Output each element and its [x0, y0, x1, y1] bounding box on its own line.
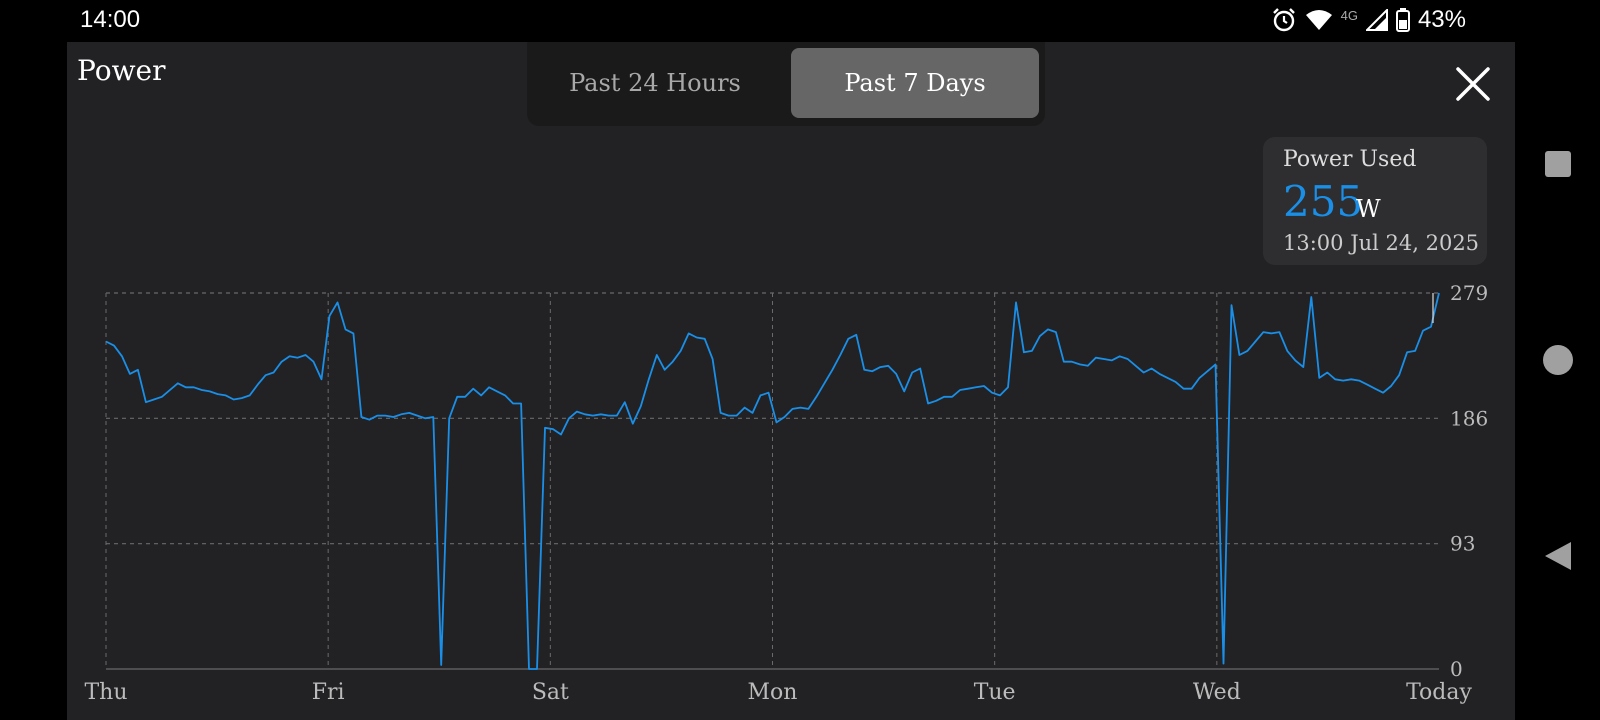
x-tick-label: Thu	[84, 680, 127, 705]
tooltip-timestamp: 13:00 Jul 24, 2025	[1283, 231, 1480, 255]
status-time: 14:00	[80, 6, 141, 33]
range-tabs: Past 24 Hours Past 7 Days	[527, 42, 1045, 126]
navigation-bar	[1515, 0, 1600, 720]
wifi-icon	[1305, 10, 1332, 30]
tooltip-label: Power Used	[1283, 147, 1417, 172]
panel-title: Power	[77, 54, 166, 87]
home-icon[interactable]	[1542, 344, 1574, 376]
battery-percent: 43%	[1417, 6, 1466, 33]
power-tooltip: Power Used 255 W 13:00 Jul 24, 2025	[1263, 137, 1487, 265]
y-tick-label: 0	[1450, 657, 1463, 681]
x-tick-label: Mon	[748, 680, 798, 705]
x-tick-label: Fri	[312, 680, 345, 705]
tooltip-value: 255	[1283, 177, 1364, 226]
alarm-icon	[1272, 8, 1295, 32]
status-icons: 4G 43%	[1271, 6, 1466, 34]
x-tick-label: Sat	[532, 680, 569, 705]
recents-icon[interactable]	[1544, 150, 1572, 178]
tab-past-7-days[interactable]: Past 7 Days	[791, 48, 1039, 118]
status-bar: 14:00 4G 43%	[0, 0, 1600, 42]
tooltip-unit: W	[1356, 195, 1381, 223]
series-line	[105, 292, 1440, 670]
y-tick-label: 186	[1450, 406, 1488, 430]
power-panel: Power Past 24 Hours Past 7 Days Power Us…	[67, 42, 1515, 720]
battery-icon	[1395, 8, 1410, 32]
x-tick-label: Tue	[974, 680, 1016, 705]
y-tick-label: 279	[1450, 281, 1488, 305]
signal-icon	[1365, 9, 1388, 31]
power-line-chart[interactable]: 0 93 186 279 Thu Fri Sat Mon Tue Wed Today	[67, 42, 1515, 720]
tab-past-24-hours[interactable]: Past 24 Hours	[531, 48, 779, 118]
x-tick-label: Today	[1406, 680, 1472, 705]
y-tick-label: 93	[1450, 532, 1475, 556]
back-icon[interactable]	[1543, 540, 1573, 572]
network-type: 4G	[1340, 7, 1358, 23]
x-tick-label: Wed	[1193, 680, 1241, 705]
close-icon[interactable]	[1453, 64, 1493, 104]
